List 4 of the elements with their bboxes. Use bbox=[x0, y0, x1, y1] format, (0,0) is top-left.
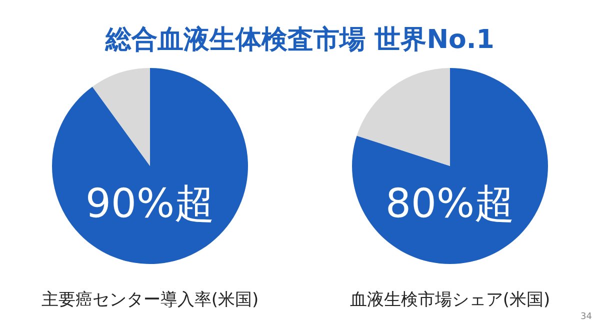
xlabel: 主要癌センター導入率(米国) bbox=[41, 290, 259, 310]
annotation: 34 bbox=[580, 312, 592, 322]
title: 総合血液生体検査市場 世界No.1 bbox=[106, 25, 494, 55]
xlabel: 血液生検市場シェア(米国) bbox=[350, 290, 550, 310]
